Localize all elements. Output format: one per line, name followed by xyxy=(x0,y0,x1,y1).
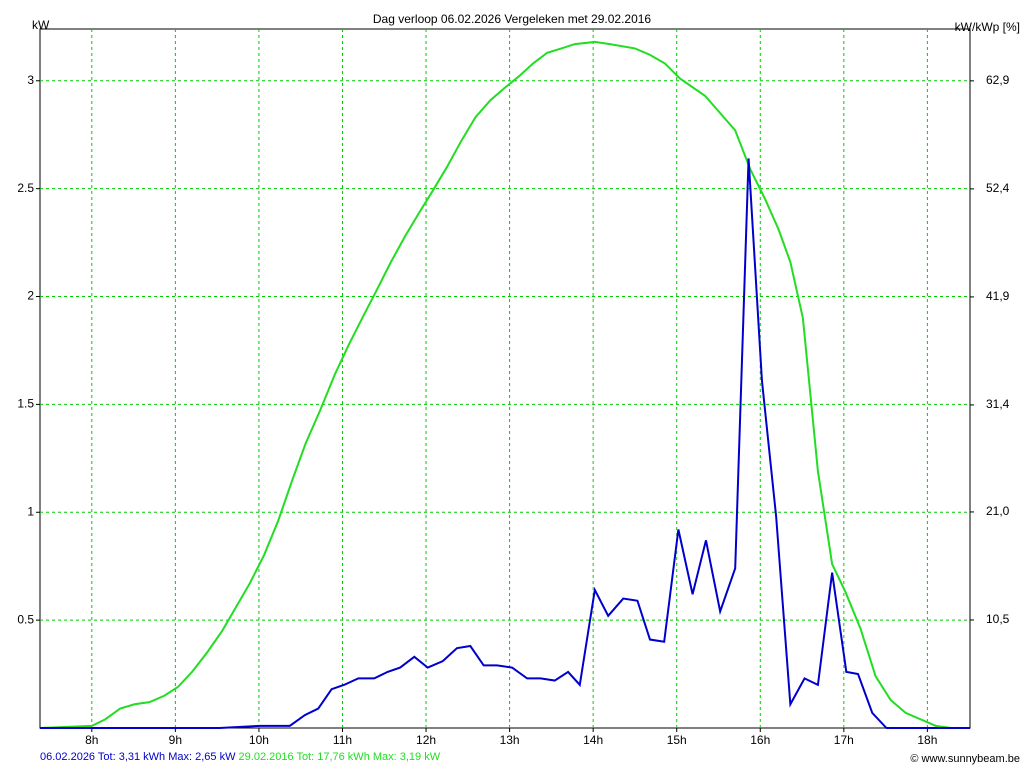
y-tick-label: 1.5 xyxy=(17,397,34,411)
y2-axis-label: kW/kWp [%] xyxy=(955,20,1020,34)
legend: 06.02.2026 Tot: 3,31 kWh Max: 2,65 kW 29… xyxy=(40,751,441,763)
y2-tick-label: 10,5 xyxy=(986,612,1010,626)
y2-tick-label: 21,0 xyxy=(986,504,1010,518)
y2-tick-label: 62,9 xyxy=(986,73,1010,87)
x-tick-label: 9h xyxy=(169,733,182,747)
legend-entry: 06.02.2026 Tot: 3,31 kWh Max: 2,65 kW xyxy=(40,751,236,763)
y-tick-label: 2 xyxy=(27,289,34,303)
y-tick-label: 3 xyxy=(27,73,34,87)
x-tick-label: 11h xyxy=(333,733,352,747)
y2-tick-label: 52,4 xyxy=(986,181,1010,195)
line xyxy=(40,158,970,729)
x-tick-label: 17h xyxy=(834,733,854,747)
y-tick-label: 0.5 xyxy=(17,612,34,626)
x-tick-label: 8h xyxy=(85,733,98,747)
x-tick-label: 10h xyxy=(249,733,269,747)
x-tick-label: 13h xyxy=(500,733,520,747)
plot-area xyxy=(39,28,971,729)
y2-tick-label: 41,9 xyxy=(986,289,1010,303)
x-tick-label: 15h xyxy=(667,733,687,747)
y2-tick-label: 31,4 xyxy=(986,397,1010,411)
y-tick-label: 2.5 xyxy=(17,181,34,195)
y-tick-label: 1 xyxy=(27,504,34,518)
x-tick-label: 12h xyxy=(416,733,436,747)
x-tick-label: 14h xyxy=(583,733,603,747)
legend-entry: 29.02.2016 Tot: 17,76 kWh Max: 3,19 kW xyxy=(239,751,441,763)
line xyxy=(39,40,970,729)
chart-title: Dag verloop 06.02.2026 Vergeleken met 29… xyxy=(373,12,652,26)
x-tick-label: 18h xyxy=(917,733,937,747)
x-tick-label: 16h xyxy=(750,733,770,747)
y-axis-label: kW xyxy=(32,18,50,32)
credit: © www.sunnybeam.be xyxy=(910,753,1020,765)
